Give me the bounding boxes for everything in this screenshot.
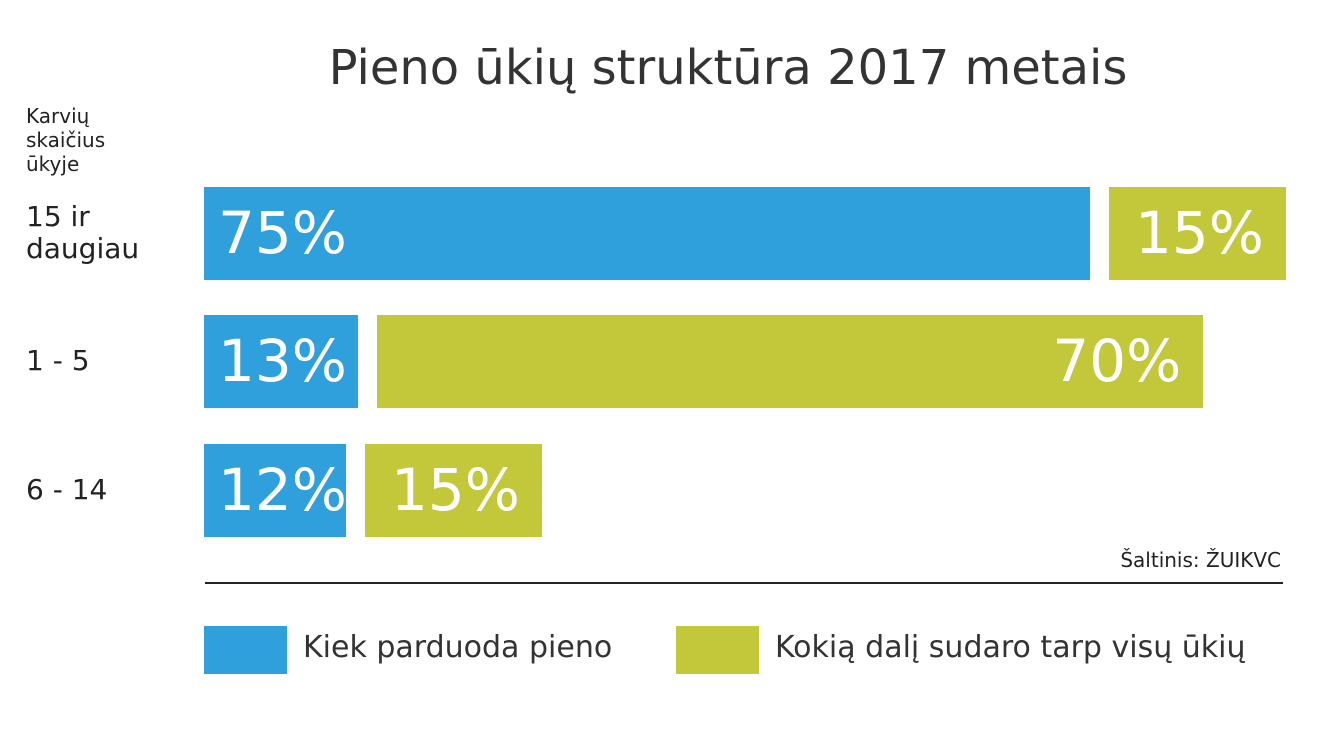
value-label: 13%	[218, 326, 347, 395]
y-tick-label: 1 - 5	[26, 344, 90, 377]
y-axis-label: Karvių skaičius ūkyje	[26, 104, 106, 176]
bar	[204, 314, 358, 408]
y-tick-label: 6 - 14	[26, 473, 108, 506]
value-label: 75%	[218, 198, 347, 267]
value-label: 15%	[390, 455, 520, 524]
bar	[204, 443, 346, 537]
bar	[204, 186, 1090, 280]
chart-title: Pieno ūkių struktūra 2017 metais	[328, 40, 1128, 96]
divider	[205, 582, 1283, 584]
legend-label: Kokią dalį sudaro tarp visų ūkių	[775, 630, 1246, 665]
value-label: 15%	[1134, 198, 1264, 267]
source-note: Šaltinis: ŽUIKVC	[1120, 548, 1281, 572]
y-tick-label: 15 ir daugiau	[26, 200, 140, 265]
legend-label: Kiek parduoda pieno	[303, 630, 613, 665]
bar	[376, 314, 1204, 408]
value-label: 70%	[1052, 326, 1182, 395]
bar	[1108, 186, 1286, 280]
value-label: 12%	[218, 455, 347, 524]
legend-swatch	[204, 626, 287, 674]
legend-swatch	[676, 626, 759, 674]
bar	[364, 443, 542, 537]
